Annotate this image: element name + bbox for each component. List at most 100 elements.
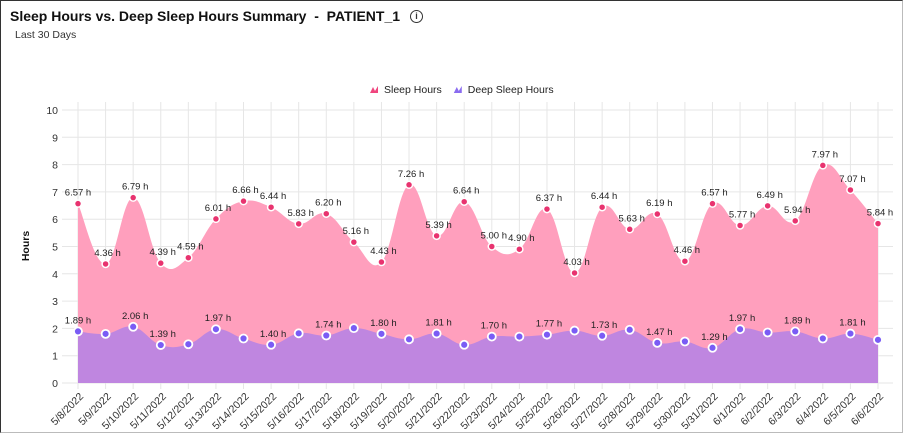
data-point[interactable]: [570, 268, 579, 278]
data-point[interactable]: [487, 242, 497, 251]
data-point[interactable]: [211, 214, 221, 224]
info-circle-icon[interactable]: i: [410, 9, 424, 23]
data-point[interactable]: [239, 196, 248, 206]
data-point[interactable]: [294, 219, 303, 229]
data-label: 6.19 h: [646, 198, 672, 209]
data-label: 4.46 h: [674, 245, 700, 256]
data-point[interactable]: [652, 337, 663, 348]
series-area-sleep: [78, 164, 878, 383]
data-label: 4.36 h: [94, 248, 120, 259]
data-label: 1.89 h: [784, 315, 810, 326]
data-point[interactable]: [653, 209, 662, 219]
legend-icon-deep-sleep: [453, 86, 462, 93]
data-label: 1.89 h: [65, 315, 91, 326]
data-point[interactable]: [128, 193, 138, 202]
data-point[interactable]: [817, 333, 828, 344]
data-point[interactable]: [707, 342, 718, 353]
data-label: 6.49 h: [756, 190, 782, 201]
data-point[interactable]: [680, 256, 690, 266]
data-point[interactable]: [377, 257, 386, 267]
data-label: 6.57 h: [701, 188, 727, 199]
data-point[interactable]: [266, 339, 277, 350]
data-label: 4.59 h: [177, 242, 203, 253]
data-point[interactable]: [873, 219, 883, 228]
data-label: 5.63 h: [619, 213, 645, 224]
y-tick-label: 7: [52, 187, 58, 199]
data-point[interactable]: [73, 199, 83, 208]
y-tick-label: 1: [52, 351, 58, 363]
data-label: 6.37 h: [536, 193, 562, 204]
data-point[interactable]: [762, 327, 773, 338]
y-tick-label: 9: [52, 132, 58, 144]
data-label: 4.90 h: [508, 233, 534, 244]
y-tick-label: 6: [52, 214, 58, 226]
data-point[interactable]: [238, 333, 249, 344]
data-label: 1.80 h: [370, 318, 396, 329]
data-point[interactable]: [569, 325, 580, 336]
data-point[interactable]: [597, 330, 608, 341]
data-point[interactable]: [708, 199, 717, 208]
legend-item[interactable]: Deep Sleep Hours: [468, 84, 554, 96]
data-label: 6.64 h: [453, 186, 479, 197]
data-point[interactable]: [459, 197, 469, 206]
data-point[interactable]: [846, 185, 855, 195]
y-tick-label: 5: [52, 242, 58, 254]
data-point[interactable]: [322, 209, 331, 218]
data-label: 2.06 h: [122, 311, 148, 322]
data-point[interactable]: [376, 328, 387, 339]
legend-icon-sleep: [370, 86, 378, 93]
data-point[interactable]: [763, 201, 772, 211]
data-point[interactable]: [873, 334, 883, 345]
data-point[interactable]: [73, 326, 83, 337]
data-label: 5.84 h: [867, 208, 893, 219]
data-point[interactable]: [515, 244, 524, 254]
data-label: 1.77 h: [536, 319, 562, 330]
legend-item[interactable]: Sleep Hours: [384, 84, 442, 96]
data-point[interactable]: [624, 324, 635, 335]
data-point[interactable]: [735, 324, 745, 335]
data-label: 6.20 h: [315, 198, 341, 209]
data-label: 5.77 h: [729, 209, 755, 220]
data-point[interactable]: [845, 328, 856, 339]
data-point[interactable]: [348, 323, 359, 334]
data-point[interactable]: [321, 330, 332, 341]
data-point[interactable]: [404, 334, 414, 345]
data-point[interactable]: [128, 321, 139, 332]
data-point[interactable]: [183, 339, 194, 350]
data-point[interactable]: [404, 180, 414, 190]
data-label: 7.26 h: [398, 169, 424, 180]
data-point[interactable]: [156, 258, 166, 268]
data-point[interactable]: [100, 328, 111, 339]
data-label: 5.00 h: [481, 231, 507, 242]
data-label: 1.29 h: [701, 332, 727, 343]
data-point[interactable]: [486, 331, 497, 342]
data-point[interactable]: [597, 202, 607, 212]
data-point[interactable]: [790, 326, 801, 337]
data-label: 1.81 h: [425, 318, 451, 329]
series-area-deep-sleep: [78, 326, 878, 383]
data-point[interactable]: [432, 231, 441, 241]
data-label: 1.47 h: [646, 327, 672, 338]
data-point[interactable]: [679, 336, 690, 347]
data-label: 6.44 h: [260, 191, 286, 202]
data-point[interactable]: [349, 237, 359, 247]
data-point[interactable]: [155, 340, 166, 350]
data-point[interactable]: [542, 329, 552, 340]
data-point[interactable]: [431, 328, 442, 339]
data-label: 1.81 h: [839, 318, 865, 329]
data-point[interactable]: [542, 204, 552, 214]
data-label: 7.07 h: [839, 174, 865, 185]
data-point[interactable]: [266, 202, 276, 212]
data-point[interactable]: [184, 253, 193, 262]
data-label: 6.01 h: [205, 203, 231, 214]
data-point[interactable]: [735, 221, 745, 230]
data-point[interactable]: [101, 259, 110, 269]
data-point[interactable]: [818, 161, 828, 170]
data-point[interactable]: [211, 324, 221, 335]
data-point[interactable]: [459, 339, 470, 350]
data-point[interactable]: [293, 328, 304, 339]
data-point[interactable]: [625, 225, 634, 234]
data-point[interactable]: [514, 331, 525, 342]
data-point[interactable]: [790, 216, 800, 226]
